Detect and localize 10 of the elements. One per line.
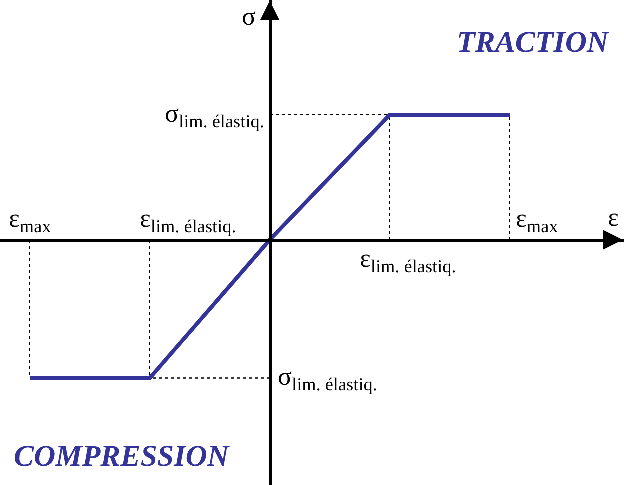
- text: COMPRESSION: [14, 440, 230, 473]
- annotation: ε$_{lim. élastiq.}$: [360, 244, 456, 276]
- annotation: σ$_{lim. élastiq.}$: [278, 362, 378, 394]
- annotation: ε$_{lim. élastiq.}$: [140, 204, 236, 236]
- annotation: ε$_{max}$: [9, 204, 52, 236]
- x-axis-title: ε: [608, 203, 619, 232]
- annotation: σ$_{lim. élastiq.}$: [165, 99, 264, 132]
- text: TRACTION: [457, 26, 610, 59]
- y-axis-title: σ: [242, 2, 256, 31]
- annotation: ε$_{max}$: [516, 204, 558, 236]
